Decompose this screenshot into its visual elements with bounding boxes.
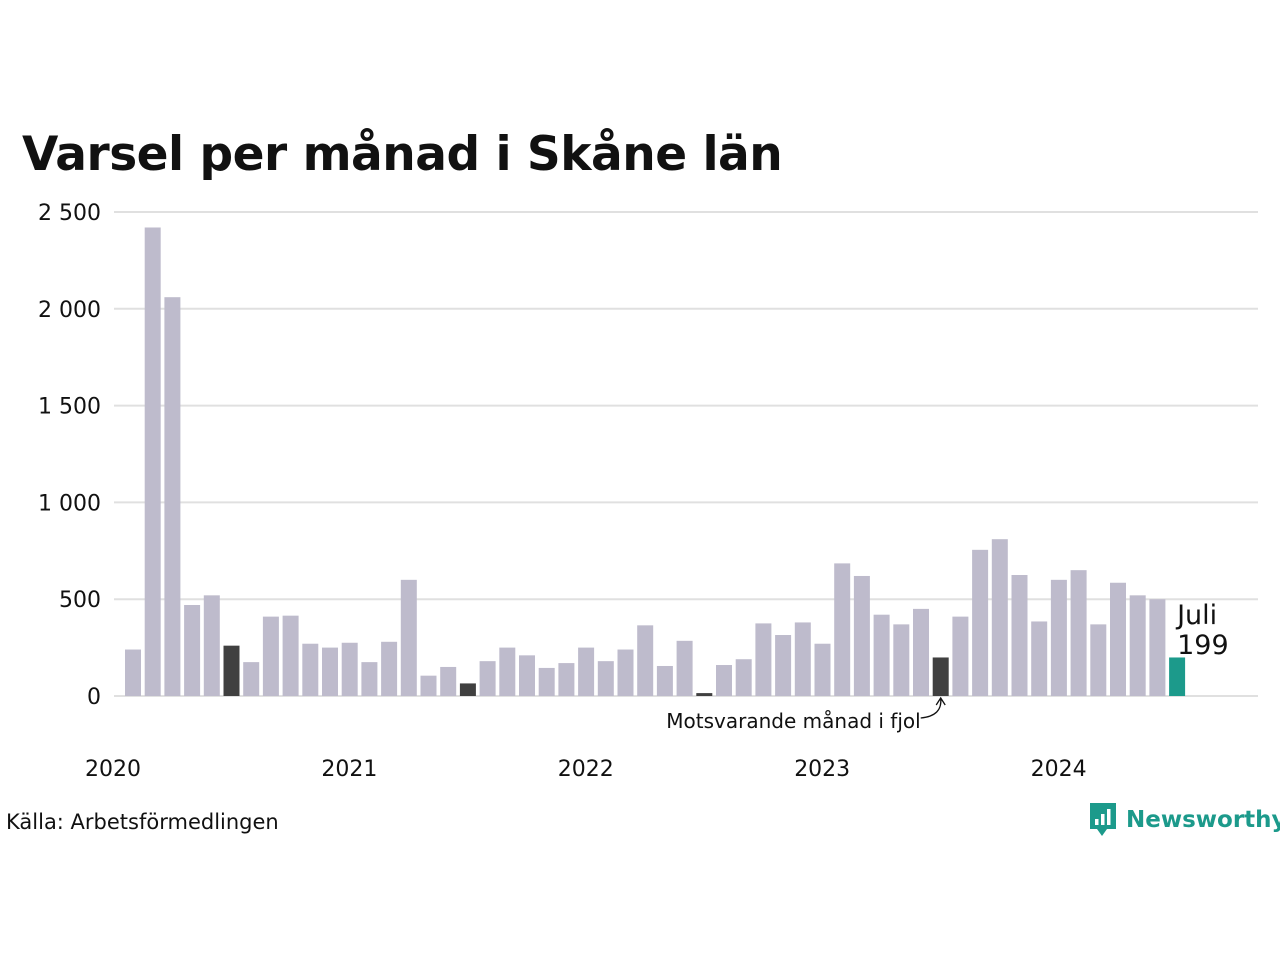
bar	[794, 622, 811, 696]
bar	[834, 563, 851, 696]
y-tick-label: 1 000	[38, 491, 101, 516]
bar	[617, 649, 634, 696]
bar	[952, 616, 969, 696]
bar	[538, 667, 555, 696]
bar	[302, 643, 319, 696]
x-tick-label: 2022	[558, 757, 614, 782]
bar	[499, 647, 516, 696]
bar	[223, 645, 240, 696]
x-tick-label: 2021	[321, 757, 377, 782]
bar	[1129, 595, 1146, 696]
bar	[440, 666, 457, 696]
bar	[755, 623, 772, 696]
latest-value-label: 199	[1177, 630, 1229, 661]
bar	[1149, 599, 1166, 696]
bar	[893, 624, 910, 696]
y-tick-label: 0	[87, 685, 101, 710]
bar	[991, 539, 1008, 696]
bar	[637, 625, 654, 696]
bar	[735, 659, 752, 696]
bars	[125, 227, 1186, 696]
bar	[322, 647, 338, 696]
bar	[932, 657, 949, 696]
bar	[361, 662, 378, 696]
bar	[558, 663, 575, 696]
bar	[262, 616, 279, 696]
y-axis-tick-labels: 0 500 1 000 1 500 2 000 2 500	[38, 201, 101, 710]
bar	[1050, 579, 1067, 696]
bar	[696, 693, 713, 696]
brand-name: Newsworthy	[1126, 807, 1280, 833]
bar	[203, 595, 220, 696]
y-tick-label: 2 000	[38, 298, 101, 323]
bar	[597, 661, 614, 696]
chart-title: Varsel per månad i Skåne län	[22, 127, 783, 182]
bar	[1031, 621, 1048, 696]
bar	[400, 579, 417, 696]
bar	[716, 665, 732, 696]
bar	[341, 642, 358, 696]
annotations: Motsvarande månad i fjol Juli 199	[666, 600, 1228, 733]
x-tick-label: 2020	[85, 757, 141, 782]
bar	[972, 549, 989, 696]
bar	[853, 575, 870, 696]
bar	[243, 662, 260, 696]
x-tick-label: 2023	[794, 757, 850, 782]
bar	[676, 640, 693, 696]
bar	[125, 649, 141, 696]
bar	[282, 615, 299, 696]
annotation-arrowhead	[935, 696, 946, 706]
annotation-label: Motsvarande månad i fjol	[666, 709, 920, 733]
bar	[913, 608, 929, 696]
bar	[184, 605, 201, 696]
bar	[1011, 575, 1028, 696]
bar	[775, 635, 792, 696]
bar	[420, 675, 437, 696]
bar	[814, 643, 831, 696]
y-tick-label: 1 500	[38, 395, 101, 420]
newsworthy-logo-icon	[1090, 803, 1116, 836]
bar	[144, 227, 161, 696]
bar	[519, 655, 535, 696]
bar	[578, 647, 595, 696]
latest-month-label: Juli	[1175, 600, 1217, 631]
bar	[1169, 657, 1186, 696]
y-tick-label: 500	[59, 588, 101, 613]
brand-logo: Newsworthy	[1088, 800, 1280, 840]
source-note: Källa: Arbetsförmedlingen	[6, 810, 279, 834]
bar	[1090, 624, 1107, 696]
bar	[656, 665, 673, 696]
annotation-arrow	[920, 697, 942, 719]
bar	[1070, 570, 1087, 696]
bar	[459, 683, 476, 696]
bar	[479, 661, 496, 696]
bar	[164, 297, 181, 696]
y-tick-label: 2 500	[38, 201, 101, 226]
x-axis-tick-labels: 2020 2021 2022 2023 2024	[85, 757, 1087, 782]
x-tick-label: 2024	[1031, 757, 1087, 782]
bar	[381, 641, 398, 696]
bar	[873, 614, 890, 696]
bar	[1110, 582, 1126, 696]
